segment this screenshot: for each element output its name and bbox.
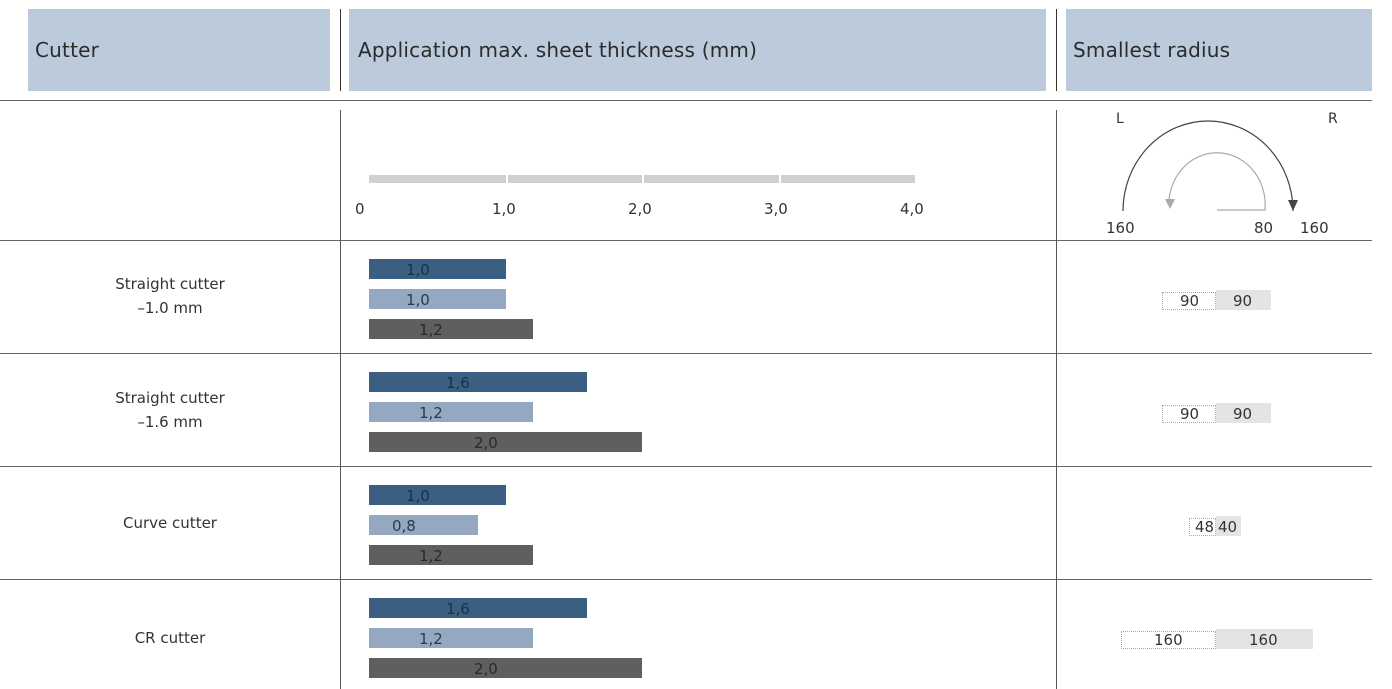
bar: 1,6 (369, 598, 587, 618)
header-cutter-label: Cutter (35, 38, 100, 62)
radius-value-right: 90 (1233, 292, 1253, 310)
bar-value-label: 1,2 (419, 321, 443, 339)
radius-box-right (1216, 516, 1241, 536)
column-divider-left (340, 110, 341, 689)
separator-row-2 (0, 466, 1372, 467)
radius-box-left (1162, 405, 1216, 423)
header-radius-label: Smallest radius (1073, 38, 1231, 62)
radius-label-right: R (1328, 111, 1338, 127)
column-divider-right (1056, 110, 1057, 689)
bar: 1,0 (369, 289, 506, 309)
radius-value-right: 90 (1233, 405, 1253, 423)
header-divider-2 (1056, 9, 1057, 91)
axis-scale-segment (780, 175, 915, 183)
radius-bottom-mid: 80 (1254, 219, 1274, 237)
row-label-line1: Straight cutter (115, 275, 225, 293)
row-label-line2: –1.6 mm (137, 413, 203, 431)
radius-value-left: 160 (1154, 631, 1183, 649)
row-label-line1: Curve cutter (123, 514, 217, 532)
row-label-cr: CR cutter (0, 626, 340, 650)
radius-box-right (1216, 290, 1271, 310)
bar-value-label: 1,2 (419, 630, 443, 648)
tick-label-4: 4,0 (900, 200, 924, 218)
bar-value-label: 2,0 (474, 660, 498, 678)
radius-value-right: 160 (1249, 631, 1278, 649)
radius-value-right: 40 (1218, 518, 1238, 536)
bar-value-label: 1,6 (446, 600, 470, 618)
separator-axis (0, 240, 1372, 241)
row-label-line1: CR cutter (134, 629, 206, 647)
axis-scale-segment (644, 175, 779, 183)
row-label-line1: Straight cutter (115, 389, 225, 407)
bar-value-label: 1,0 (406, 487, 430, 505)
tick-label-1: 1,0 (492, 200, 516, 218)
tick-label-0: 0 (355, 200, 365, 218)
outer-arc-arrow-icon (1288, 200, 1298, 211)
radius-box-left (1162, 292, 1216, 310)
header-radius: Smallest radius (1066, 9, 1372, 91)
separator-row-3 (0, 579, 1372, 580)
bar: 1,2 (369, 402, 533, 422)
radius-bottom-left: 160 (1106, 219, 1135, 237)
bar-value-label: 1,2 (419, 547, 443, 565)
radius-box-right (1216, 403, 1271, 423)
bar: 1,2 (369, 319, 533, 339)
header-divider-1 (340, 9, 341, 91)
bar: 0,8 (369, 515, 478, 535)
header-application: Application max. sheet thickness (mm) (349, 9, 1046, 91)
bar: 2,0 (369, 658, 642, 678)
radius-bottom-right: 160 (1300, 219, 1329, 237)
outer-arc (1122, 120, 1294, 212)
bar-value-label: 1,2 (419, 404, 443, 422)
bar: 1,6 (369, 372, 587, 392)
bar: 1,0 (369, 259, 506, 279)
row-label-straight-1-0: Straight cutter –1.0 mm (0, 272, 340, 320)
bar: 1,2 (369, 628, 533, 648)
separator-header (0, 100, 1372, 101)
row-label-curve: Curve cutter (0, 511, 340, 535)
bar: 2,0 (369, 432, 642, 452)
bar-value-label: 1,0 (406, 261, 430, 279)
radius-diagram (1122, 120, 1298, 212)
bar-value-label: 1,6 (446, 374, 470, 392)
row-label-line2: –1.0 mm (137, 299, 203, 317)
row-label-straight-1-6: Straight cutter –1.6 mm (0, 386, 340, 434)
radius-box-right (1216, 629, 1313, 649)
axis-scale-segment (369, 175, 506, 183)
radius-value-left: 90 (1180, 292, 1200, 310)
radius-value-left: 48 (1195, 518, 1215, 536)
radius-label-left: L (1116, 111, 1124, 127)
header-cutter: Cutter (28, 9, 330, 91)
inner-arc (1168, 152, 1266, 211)
inner-arc-arrow-icon (1165, 199, 1175, 209)
radius-box-left (1121, 631, 1216, 649)
bar-value-label: 0,8 (392, 517, 416, 535)
header-application-label: Application max. sheet thickness (mm) (358, 38, 758, 62)
bar-value-label: 1,0 (406, 291, 430, 309)
tick-label-2: 2,0 (628, 200, 652, 218)
bar-value-label: 2,0 (474, 434, 498, 452)
bar: 1,2 (369, 545, 533, 565)
radius-value-left: 90 (1180, 405, 1200, 423)
axis-scale-segment (507, 175, 642, 183)
separator-row-1 (0, 353, 1372, 354)
radius-box-left (1189, 518, 1216, 536)
bar: 1,0 (369, 485, 506, 505)
tick-label-3: 3,0 (764, 200, 788, 218)
